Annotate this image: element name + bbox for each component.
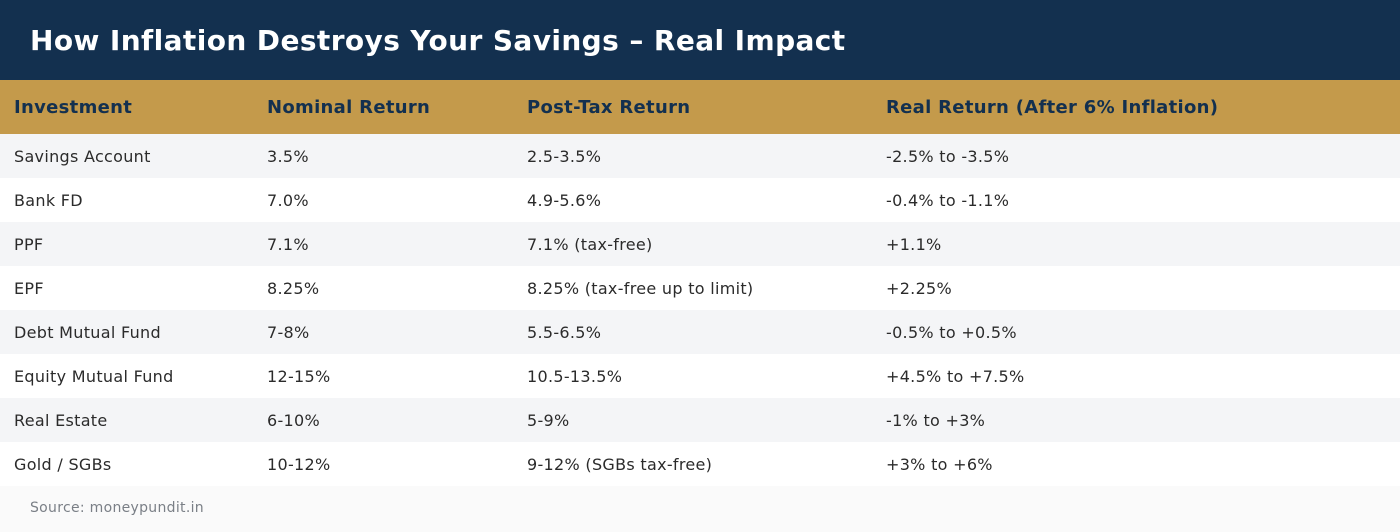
table-row: Debt Mutual Fund 7-8% 5.5-6.5% -0.5% to … — [0, 310, 1400, 354]
table-row: Bank FD 7.0% 4.9-5.6% -0.4% to -1.1% — [0, 178, 1400, 222]
returns-table: Investment Nominal Return Post-Tax Retur… — [0, 80, 1400, 486]
table-row: Gold / SGBs 10-12% 9-12% (SGBs tax-free)… — [0, 442, 1400, 486]
cell-real-return: -0.5% to +0.5% — [886, 322, 1017, 342]
cell-nominal-return: 3.5% — [267, 146, 309, 166]
cell-post-tax-return: 8.25% (tax-free up to limit) — [527, 278, 754, 298]
table-row: Equity Mutual Fund 12-15% 10.5-13.5% +4.… — [0, 354, 1400, 398]
column-header-real-return: Real Return (After 6% Inflation) — [886, 96, 1219, 118]
title-bar: How Inflation Destroys Your Savings – Re… — [0, 0, 1400, 80]
cell-real-return: +1.1% — [886, 234, 942, 254]
header-row: Investment Nominal Return Post-Tax Retur… — [0, 80, 1400, 134]
page-title: How Inflation Destroys Your Savings – Re… — [30, 23, 846, 57]
cell-investment: Bank FD — [14, 190, 83, 210]
table-body: Savings Account 3.5% 2.5-3.5% -2.5% to -… — [0, 134, 1400, 486]
cell-real-return: -0.4% to -1.1% — [886, 190, 1010, 210]
cell-nominal-return: 7.1% — [267, 234, 309, 254]
cell-post-tax-return: 5.5-6.5% — [527, 322, 602, 342]
cell-real-return: -1% to +3% — [886, 410, 986, 430]
cell-post-tax-return: 2.5-3.5% — [527, 146, 602, 166]
cell-investment: Debt Mutual Fund — [14, 322, 161, 342]
cell-nominal-return: 12-15% — [267, 366, 331, 386]
cell-post-tax-return: 4.9-5.6% — [527, 190, 602, 210]
column-header-investment: Investment — [14, 96, 133, 118]
cell-real-return: +3% to +6% — [886, 454, 993, 474]
cell-investment: Savings Account — [14, 146, 151, 166]
cell-nominal-return: 7-8% — [267, 322, 310, 342]
table-row: Real Estate 6-10% 5-9% -1% to +3% — [0, 398, 1400, 442]
cell-nominal-return: 6-10% — [267, 410, 321, 430]
cell-investment: Gold / SGBs — [14, 454, 112, 474]
cell-real-return: +4.5% to +7.5% — [886, 366, 1025, 386]
cell-post-tax-return: 7.1% (tax-free) — [527, 234, 653, 254]
cell-investment: Equity Mutual Fund — [14, 366, 174, 386]
cell-investment: EPF — [14, 278, 44, 298]
cell-nominal-return: 8.25% — [267, 278, 320, 298]
cell-post-tax-return: 9-12% (SGBs tax-free) — [527, 454, 713, 474]
cell-real-return: -2.5% to -3.5% — [886, 146, 1010, 166]
cell-nominal-return: 7.0% — [267, 190, 309, 210]
cell-investment: PPF — [14, 234, 44, 254]
cell-post-tax-return: 10.5-13.5% — [527, 366, 623, 386]
cell-real-return: +2.25% — [886, 278, 953, 298]
cell-investment: Real Estate — [14, 410, 108, 430]
table-row: Savings Account 3.5% 2.5-3.5% -2.5% to -… — [0, 134, 1400, 178]
column-header-post-tax-return: Post-Tax Return — [527, 96, 691, 118]
cell-nominal-return: 10-12% — [267, 454, 331, 474]
column-header-nominal-return: Nominal Return — [267, 96, 431, 118]
table-header: Investment Nominal Return Post-Tax Retur… — [0, 80, 1400, 134]
cell-post-tax-return: 5-9% — [527, 410, 570, 430]
table-row: EPF 8.25% 8.25% (tax-free up to limit) +… — [0, 266, 1400, 310]
source-note: Source: moneypundit.in — [0, 486, 1400, 530]
table-row: PPF 7.1% 7.1% (tax-free) +1.1% — [0, 222, 1400, 266]
